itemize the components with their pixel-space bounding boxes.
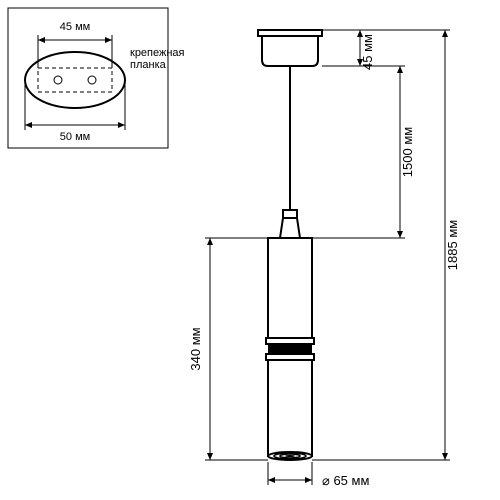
body-lower — [268, 360, 312, 456]
body-upper — [268, 238, 312, 338]
dim-diameter-label: ⌀ 65 мм — [322, 473, 369, 488]
inset-side-label-1: крепежная — [130, 47, 185, 59]
lens-detail — [268, 452, 312, 460]
dim-cap-height: 45 мм — [322, 30, 375, 70]
pendant-drawing — [258, 30, 322, 460]
dim-total-label: 1885 мм — [445, 220, 460, 270]
screw-hole-left — [54, 76, 62, 84]
groove-top — [266, 338, 314, 344]
inset-side-label-2: планка — [130, 59, 167, 71]
mounting-plate-outline — [25, 52, 125, 108]
dim-body-label: 340 мм — [188, 327, 203, 370]
bracket-outline — [38, 68, 112, 92]
dim-diameter: ⌀ 65 мм — [268, 462, 369, 488]
groove-gap — [268, 344, 312, 354]
dim-cap-label: 45 мм — [360, 34, 375, 70]
inset-diagram: 45 мм 50 мм крепежная планка — [8, 8, 185, 148]
inset-top-dimension: 45 мм — [38, 21, 112, 68]
dim-wire-label: 1500 мм — [400, 127, 415, 177]
screw-hole-right — [88, 76, 96, 84]
dim-total-height: 1885 мм — [312, 30, 460, 460]
dim-wire-length: 1500 мм — [312, 66, 415, 238]
inset-bottom-dimension: 50 мм — [25, 80, 125, 143]
inset-top-dim-label: 45 мм — [60, 21, 90, 33]
dim-body-height: 340 мм — [188, 238, 268, 460]
inset-bottom-dim-label: 50 мм — [60, 131, 90, 143]
wire-fitting — [280, 210, 300, 238]
ceiling-cap — [258, 30, 322, 66]
technical-drawing: 45 мм 50 мм крепежная планка — [0, 0, 500, 500]
